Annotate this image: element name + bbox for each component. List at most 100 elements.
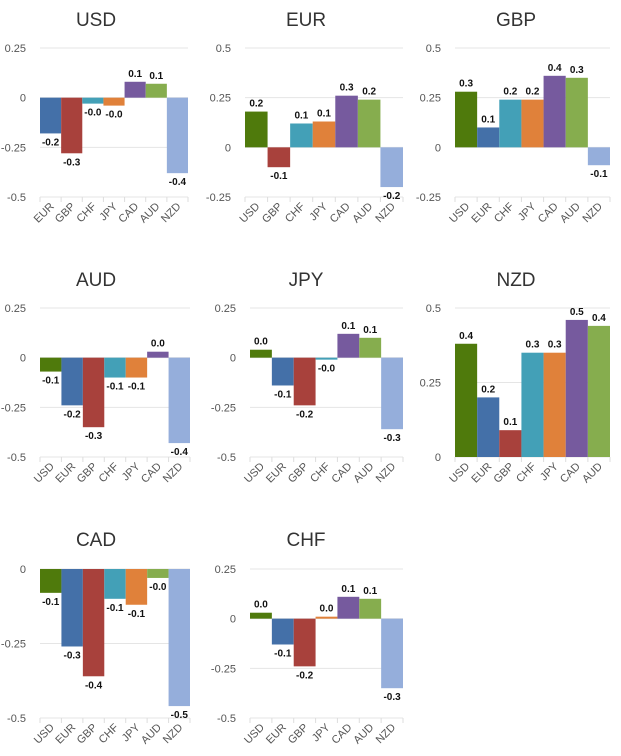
panel-nzd: NZD 0.5 0.25 0 0.4 USD 0.2 EUR 0.1 GBP 0.3 CHF 0.3 JP… xyxy=(420,270,611,486)
bar-nzd xyxy=(168,357,190,444)
bar-jpy xyxy=(125,569,148,605)
data-label: 0.3 xyxy=(340,83,354,94)
x-category-label: JPY xyxy=(310,721,333,744)
bar-cad xyxy=(337,333,360,358)
x-category-label: JPY xyxy=(538,460,561,483)
bar-jpy xyxy=(543,352,566,457)
bar-gbp xyxy=(82,357,105,428)
x-category-label: CAD xyxy=(116,201,141,226)
bar-eur xyxy=(271,357,294,386)
x-category-label: USD xyxy=(237,201,262,226)
data-label: 0.0 xyxy=(151,339,165,350)
y-tick-label: -0.5 xyxy=(7,713,26,725)
data-label: -0.0 xyxy=(149,582,167,593)
panel-title: GBP xyxy=(496,10,536,31)
x-category-label: AUD xyxy=(351,722,376,747)
y-tick-label: 0.25 xyxy=(215,303,236,315)
bar-chf xyxy=(104,357,126,378)
bar-eur xyxy=(477,397,500,457)
x-category-label: AUD xyxy=(350,201,375,226)
bar-usd xyxy=(250,612,272,619)
x-category-label: NZD xyxy=(374,722,399,747)
data-label: 0.2 xyxy=(249,99,263,110)
bar-eur xyxy=(40,97,62,134)
x-category-label: NZD xyxy=(373,201,398,226)
x-category-label: CAD xyxy=(139,461,164,486)
panel-title: EUR xyxy=(286,10,326,31)
data-label: -0.0 xyxy=(105,110,123,121)
bar-jpy xyxy=(315,616,338,619)
panel-cad: CAD 0 -0.25 -0.5 -0.1 USD -0.3 EUR -0.4 GBP -0.1 CH… xyxy=(1,530,191,747)
panel-aud: AUD 0.25 0 -0.25 -0.5 -0.1 USD -0.2 EUR -0.3 GBP -0… xyxy=(1,270,191,486)
x-category-label: AUD xyxy=(580,461,605,486)
bar-usd xyxy=(40,357,62,372)
data-label: -0.4 xyxy=(171,447,189,458)
x-category-label: CHF xyxy=(283,200,308,225)
data-label: 0.1 xyxy=(363,586,377,597)
bar-chf xyxy=(82,97,104,104)
y-tick-label: 0.25 xyxy=(420,378,441,390)
x-category-label: GBP xyxy=(75,722,100,747)
bar-nzd xyxy=(381,357,403,430)
y-tick-label: -0.5 xyxy=(217,452,236,464)
y-tick-label: 0 xyxy=(435,452,441,464)
x-category-label: GBP xyxy=(492,461,517,486)
data-label: -0.1 xyxy=(42,376,60,387)
data-label: -0.2 xyxy=(383,191,401,202)
y-tick-label: 0 xyxy=(20,564,26,576)
data-label: 0.4 xyxy=(459,331,473,342)
x-category-label: EUR xyxy=(32,201,57,226)
panel-title: CAD xyxy=(76,530,116,551)
data-label: -0.1 xyxy=(106,603,124,614)
data-label: -0.5 xyxy=(171,710,189,721)
bar-nzd xyxy=(380,147,403,188)
panel-usd: USD 0.25 0 -0.25 -0.5 -0.2 EUR -0.3 GBP -0.0 CHF -0… xyxy=(1,10,189,226)
x-category-label: EUR xyxy=(53,722,78,747)
y-tick-label: 0.5 xyxy=(426,303,441,315)
bar-chf xyxy=(315,357,338,360)
data-label: 0.1 xyxy=(294,110,308,121)
y-tick-label: -0.25 xyxy=(211,663,236,675)
bar-gbp xyxy=(61,97,83,154)
panel-title: USD xyxy=(76,10,116,31)
panel-gbp: GBP 0.5 0.25 0 -0.25 0.3 USD 0.1 EUR 0.2 CHF 0.2 JPY… xyxy=(416,10,611,226)
y-tick-label: 0.5 xyxy=(216,43,231,55)
bar-aud xyxy=(145,83,167,98)
x-category-label: CHF xyxy=(97,721,122,746)
data-label: 0.1 xyxy=(481,114,495,125)
y-tick-label: 0.25 xyxy=(5,43,26,55)
data-label: -0.2 xyxy=(64,409,82,420)
data-label: 0.2 xyxy=(503,87,517,98)
y-tick-label: 0.25 xyxy=(210,93,231,105)
data-label: 0.0 xyxy=(320,604,334,615)
y-tick-label: -0.25 xyxy=(1,402,26,414)
bar-gbp xyxy=(293,618,316,667)
panel-title: CHF xyxy=(286,530,325,551)
bar-jpy xyxy=(103,97,125,106)
x-category-label: USD xyxy=(447,461,472,486)
x-category-label: CAD xyxy=(330,461,355,486)
y-tick-label: -0.25 xyxy=(1,639,26,651)
x-category-label: NZD xyxy=(581,201,606,226)
data-label: -0.4 xyxy=(85,680,103,691)
y-tick-label: 0 xyxy=(230,614,236,626)
bar-cad xyxy=(337,596,360,619)
x-category-label: USD xyxy=(32,461,57,486)
x-category-label: GBP xyxy=(286,461,311,486)
data-label: -0.1 xyxy=(270,171,288,182)
x-category-label: JPY xyxy=(307,200,330,223)
data-label: -0.1 xyxy=(128,609,146,620)
data-label: 0.1 xyxy=(341,321,355,332)
data-label: -0.1 xyxy=(128,382,146,393)
bar-cad xyxy=(565,319,588,457)
bar-nzd xyxy=(381,618,403,689)
y-tick-label: -0.5 xyxy=(7,192,26,204)
x-category-label: CAD xyxy=(328,201,353,226)
data-label: 0.2 xyxy=(362,87,376,98)
bar-nzd xyxy=(587,147,610,166)
data-label: -0.1 xyxy=(274,648,292,659)
bar-nzd xyxy=(166,97,188,174)
panel-title: NZD xyxy=(496,270,535,291)
x-category-label: EUR xyxy=(53,461,78,486)
bar-cad xyxy=(147,351,169,358)
